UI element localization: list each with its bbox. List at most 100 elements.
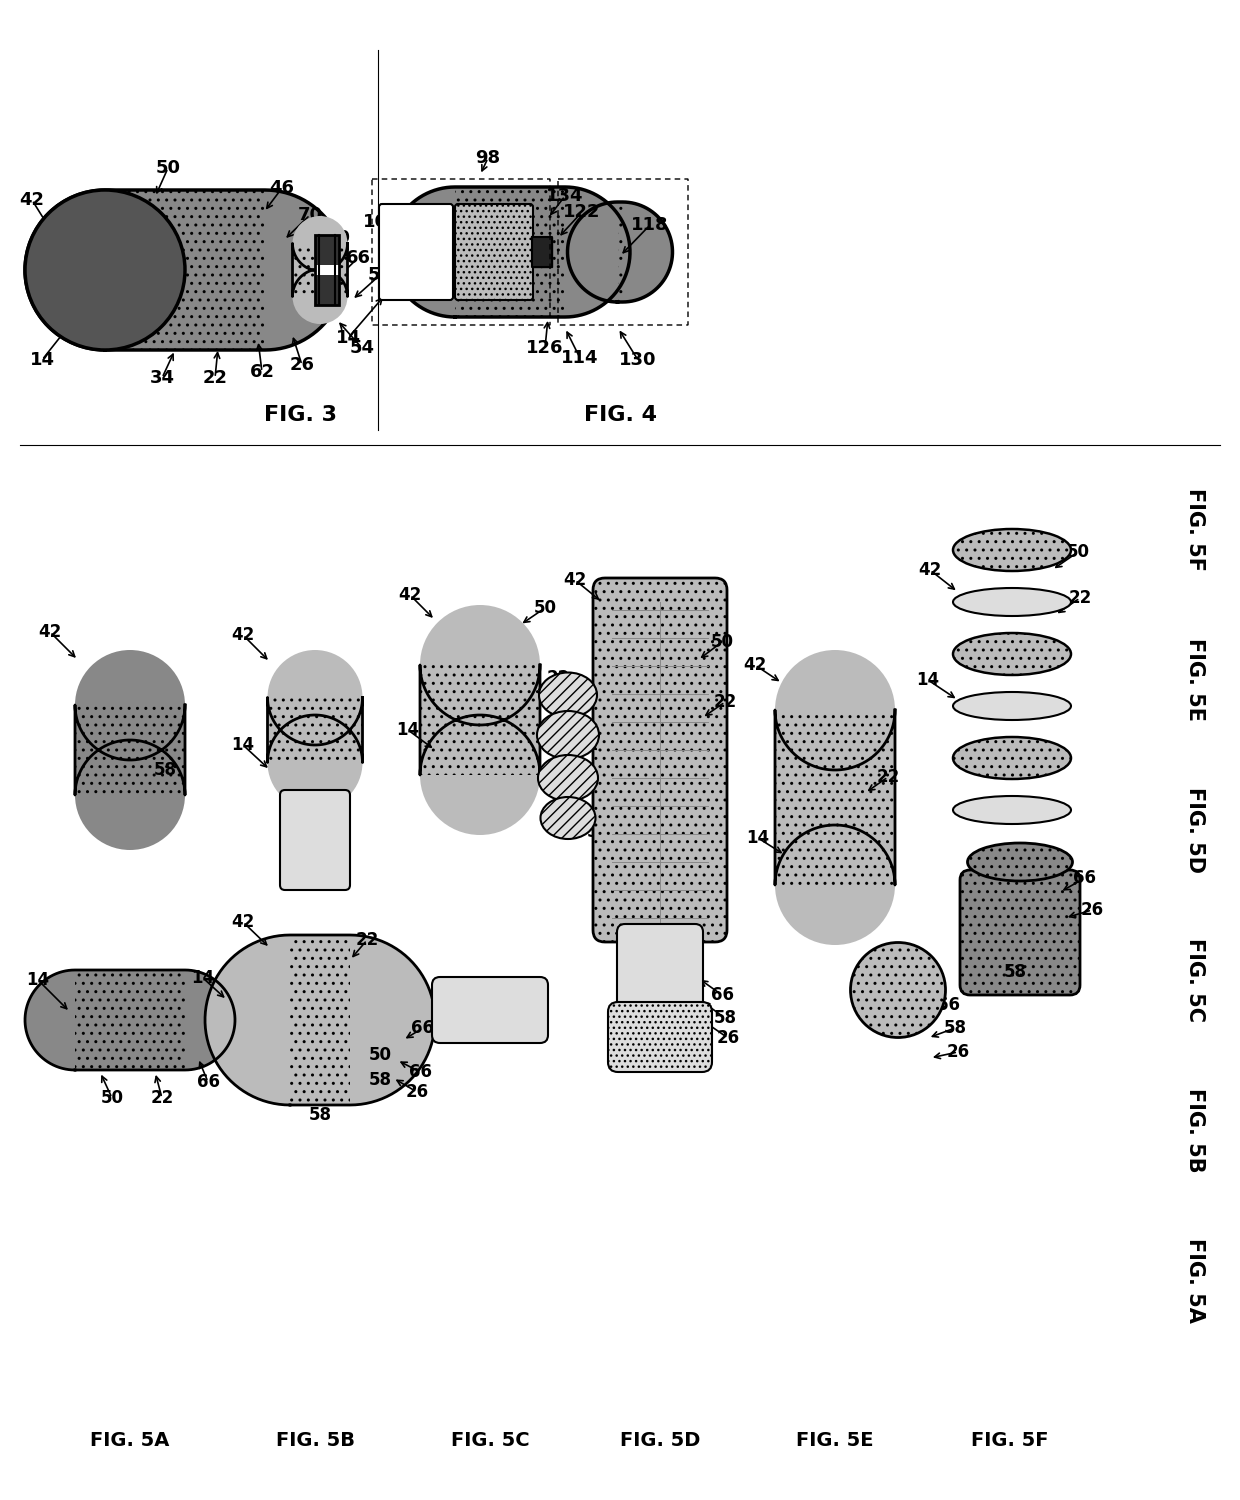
Bar (455, 188, 565, 316)
Text: 26: 26 (1080, 902, 1104, 920)
FancyBboxPatch shape (280, 790, 350, 889)
Text: FIG. 5E: FIG. 5E (796, 1431, 874, 1449)
Text: 70: 70 (298, 206, 322, 224)
Text: 62: 62 (249, 363, 274, 381)
Text: 66: 66 (346, 249, 371, 267)
Text: 66: 66 (408, 1064, 432, 1082)
Text: 22: 22 (547, 669, 569, 687)
Text: 42: 42 (743, 656, 766, 674)
Text: 50: 50 (904, 963, 926, 981)
Bar (268, 698, 362, 762)
Ellipse shape (954, 588, 1071, 616)
Text: FIG. 5F: FIG. 5F (1185, 489, 1205, 572)
Ellipse shape (538, 754, 598, 801)
Text: 50: 50 (1066, 543, 1090, 561)
Bar (618, 202, 622, 302)
Ellipse shape (954, 736, 1071, 778)
Text: 14: 14 (191, 969, 215, 987)
Text: 26: 26 (405, 1083, 429, 1101)
Text: 58: 58 (154, 760, 176, 778)
Bar (74, 970, 185, 1070)
Bar (293, 243, 347, 297)
FancyBboxPatch shape (960, 870, 1080, 994)
Text: 22: 22 (356, 932, 378, 950)
Bar (290, 934, 350, 1106)
Text: 58: 58 (1003, 963, 1027, 981)
Ellipse shape (135, 970, 236, 1070)
Text: 14: 14 (916, 670, 940, 688)
Text: 50: 50 (533, 598, 557, 616)
Ellipse shape (185, 190, 345, 350)
Ellipse shape (954, 633, 1071, 675)
Ellipse shape (775, 825, 895, 945)
Ellipse shape (268, 716, 362, 810)
Text: 42: 42 (38, 622, 62, 640)
Text: 14: 14 (397, 722, 419, 740)
Text: 134: 134 (547, 188, 584, 206)
Text: 50: 50 (368, 1046, 392, 1064)
Text: 66: 66 (1074, 868, 1096, 886)
Text: 54: 54 (350, 339, 374, 357)
Ellipse shape (851, 942, 945, 1038)
Text: 26: 26 (604, 770, 626, 788)
Text: 58: 58 (309, 1106, 331, 1124)
Bar (268, 698, 362, 762)
Bar (290, 934, 350, 1106)
Bar (455, 188, 565, 316)
Text: 58: 58 (944, 1019, 966, 1036)
Text: 22: 22 (150, 1089, 174, 1107)
Bar (74, 970, 185, 1070)
Ellipse shape (775, 650, 895, 770)
Text: 14: 14 (26, 970, 50, 988)
FancyBboxPatch shape (432, 976, 548, 1042)
Ellipse shape (205, 934, 374, 1106)
Text: 22: 22 (202, 369, 227, 387)
Text: FIG. 5B: FIG. 5B (1185, 1088, 1205, 1173)
Ellipse shape (265, 934, 435, 1106)
Ellipse shape (74, 650, 185, 760)
Ellipse shape (500, 188, 630, 316)
Text: 26: 26 (717, 1029, 739, 1047)
Bar (293, 243, 347, 297)
Bar (775, 710, 895, 885)
Ellipse shape (420, 604, 539, 724)
Bar (74, 705, 185, 795)
Text: FIG. 5C: FIG. 5C (1185, 938, 1205, 1022)
Text: 14: 14 (30, 351, 55, 369)
Ellipse shape (420, 716, 539, 836)
Ellipse shape (537, 711, 599, 759)
Text: 42: 42 (919, 561, 941, 579)
Text: FIG. 5F: FIG. 5F (971, 1431, 1049, 1449)
Ellipse shape (74, 740, 185, 850)
Text: 26: 26 (946, 1042, 970, 1060)
Ellipse shape (954, 692, 1071, 720)
Text: 58: 58 (713, 1010, 737, 1028)
Text: 42: 42 (232, 626, 254, 644)
FancyBboxPatch shape (455, 204, 533, 300)
Text: FIG. 4: FIG. 4 (584, 405, 656, 424)
Text: 42: 42 (20, 190, 45, 208)
Text: 22: 22 (1069, 590, 1091, 608)
Text: 46: 46 (269, 178, 295, 196)
Text: 122: 122 (563, 202, 600, 220)
Ellipse shape (25, 190, 185, 350)
Ellipse shape (25, 970, 125, 1070)
Bar (315, 236, 339, 304)
Bar (775, 710, 895, 885)
FancyBboxPatch shape (618, 924, 703, 1020)
Text: 98: 98 (475, 148, 501, 166)
Text: 14: 14 (560, 723, 584, 741)
Text: 110: 110 (469, 231, 507, 249)
Text: 126: 126 (526, 339, 564, 357)
Bar (618, 202, 622, 302)
Ellipse shape (293, 268, 347, 324)
Ellipse shape (967, 843, 1073, 880)
Text: 42: 42 (232, 914, 254, 932)
Text: 14: 14 (232, 736, 254, 754)
FancyBboxPatch shape (379, 204, 453, 300)
Bar (420, 664, 539, 776)
Bar (105, 190, 265, 350)
Text: 30: 30 (325, 230, 351, 248)
Text: 50: 50 (100, 1089, 124, 1107)
Text: 66: 66 (412, 1019, 434, 1036)
